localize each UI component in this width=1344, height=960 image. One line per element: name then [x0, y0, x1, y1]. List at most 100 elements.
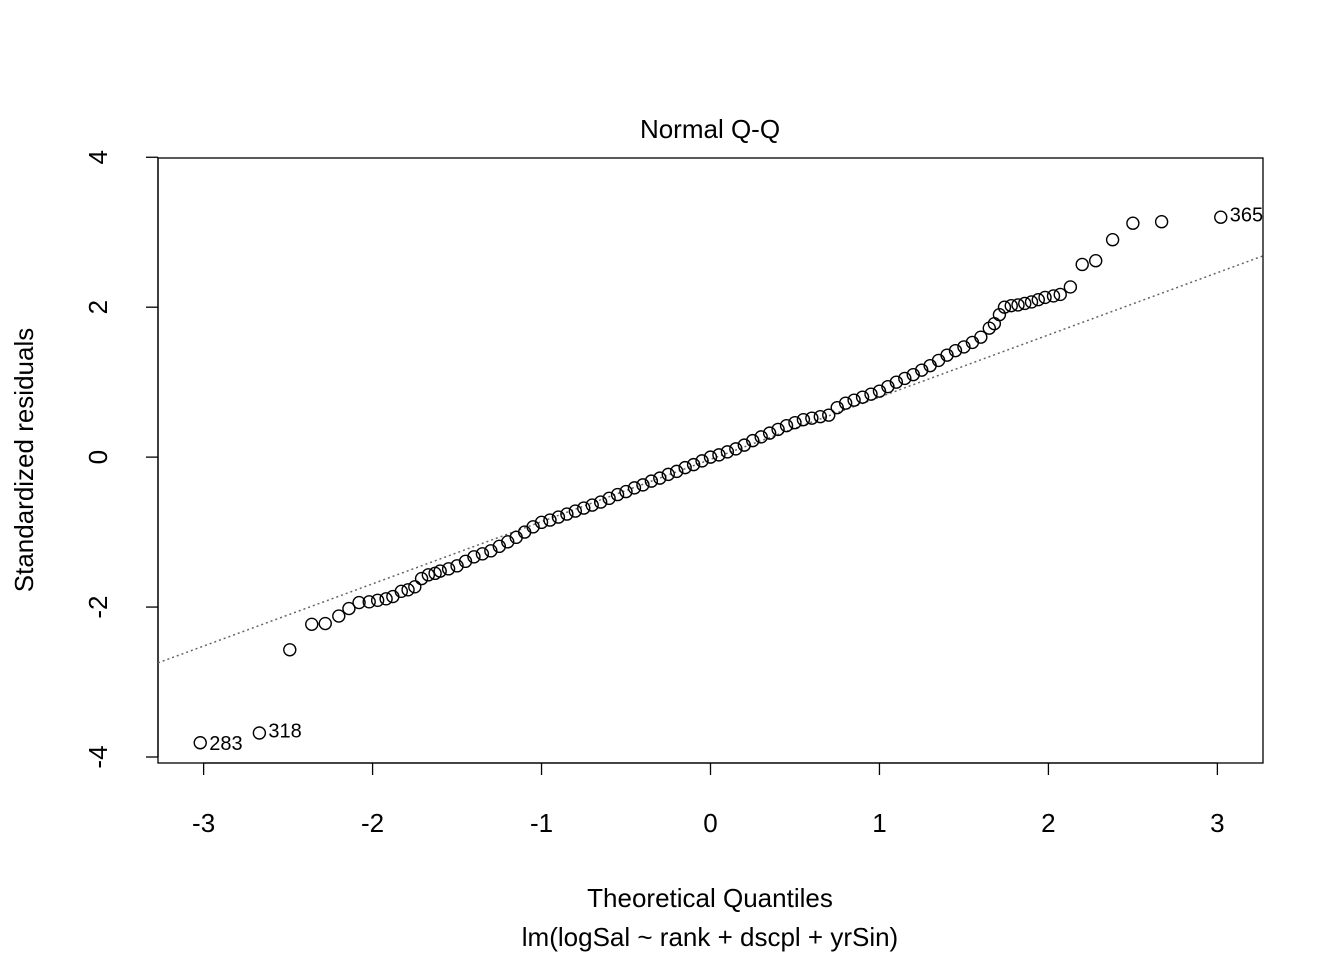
x-tick-label: 1: [872, 808, 886, 838]
point: [931, 353, 946, 368]
point: [855, 390, 870, 404]
point: [898, 371, 912, 386]
point: [838, 396, 853, 410]
point: [915, 363, 929, 377]
point: [332, 609, 346, 623]
point: [593, 495, 608, 509]
point: [1038, 290, 1052, 305]
point: [695, 454, 709, 468]
point: [610, 487, 625, 502]
y-tick-label: 0: [83, 450, 113, 464]
x-tick-label: 0: [703, 808, 717, 838]
point: [543, 513, 557, 527]
point: [585, 498, 599, 512]
point: [1018, 296, 1032, 311]
point: [678, 460, 692, 475]
y-tick-label: 4: [83, 150, 113, 164]
point: [283, 643, 297, 657]
x-tick-label: 3: [1210, 808, 1224, 838]
subtitle: lm(logSal ~ rank + dscpl + yrSin): [522, 922, 898, 952]
point: [796, 412, 811, 427]
point: [813, 409, 828, 424]
point: [1089, 254, 1103, 268]
point: [627, 481, 642, 495]
point-label: 318: [268, 720, 301, 742]
point: [379, 592, 393, 606]
point: [636, 478, 650, 492]
point: [1024, 295, 1039, 309]
y-tick-label: 2: [83, 300, 113, 314]
point: [906, 367, 920, 382]
x-tick-label: -2: [361, 808, 384, 838]
point: [577, 501, 591, 515]
y-tick-label: -4: [83, 745, 113, 768]
point: [982, 321, 996, 335]
point: [779, 418, 794, 433]
point: [889, 375, 904, 389]
point: [686, 457, 701, 472]
point: [872, 384, 887, 398]
point: [305, 617, 319, 632]
point: [712, 448, 726, 462]
point: [788, 415, 802, 430]
point: [362, 595, 376, 609]
point: [501, 535, 515, 549]
point: [450, 559, 464, 573]
point: [661, 467, 675, 482]
x-tick-label: 2: [1041, 808, 1055, 838]
point: [940, 348, 954, 362]
point: [394, 584, 409, 599]
x-tick-label: -3: [192, 808, 215, 838]
point: [881, 379, 895, 394]
point: [1075, 257, 1089, 272]
point: [475, 547, 490, 561]
reference-line: [158, 255, 1263, 664]
point: [421, 568, 436, 582]
point: [1063, 280, 1078, 294]
point: [433, 564, 447, 578]
point: [441, 562, 456, 576]
point: [957, 340, 971, 354]
point: [414, 571, 429, 586]
point: [653, 471, 667, 485]
point: [1105, 233, 1120, 247]
point: [746, 433, 760, 448]
point: [847, 393, 861, 407]
point: [720, 445, 735, 459]
point: [352, 595, 366, 610]
y-tick-label: -2: [83, 596, 113, 619]
point: [762, 426, 777, 440]
point: [193, 736, 207, 750]
chart-title: Normal Q-Q: [640, 114, 780, 144]
point: [771, 422, 785, 437]
point: [737, 438, 751, 452]
point: [551, 510, 566, 524]
point: [492, 539, 506, 554]
point: [1031, 292, 1045, 307]
point: [619, 484, 633, 499]
point: [1126, 216, 1140, 230]
point: [526, 520, 540, 534]
point: [484, 544, 498, 558]
point: [1214, 210, 1228, 224]
point: [458, 554, 473, 569]
point: [534, 515, 549, 530]
point: [370, 593, 385, 608]
point: [560, 507, 574, 521]
point: [822, 408, 836, 422]
point: [948, 343, 963, 358]
point: [703, 450, 718, 464]
y-axis-title: Standardized residuals: [9, 328, 39, 593]
point: [1053, 287, 1067, 302]
point: [1046, 289, 1061, 303]
point: [467, 550, 481, 564]
point: [252, 726, 267, 740]
point: [568, 504, 583, 518]
point-label: 365: [1230, 205, 1263, 227]
point-label: 283: [209, 733, 242, 755]
point: [992, 307, 1007, 322]
point: [1154, 215, 1169, 229]
point: [1011, 298, 1025, 312]
point: [729, 442, 743, 456]
